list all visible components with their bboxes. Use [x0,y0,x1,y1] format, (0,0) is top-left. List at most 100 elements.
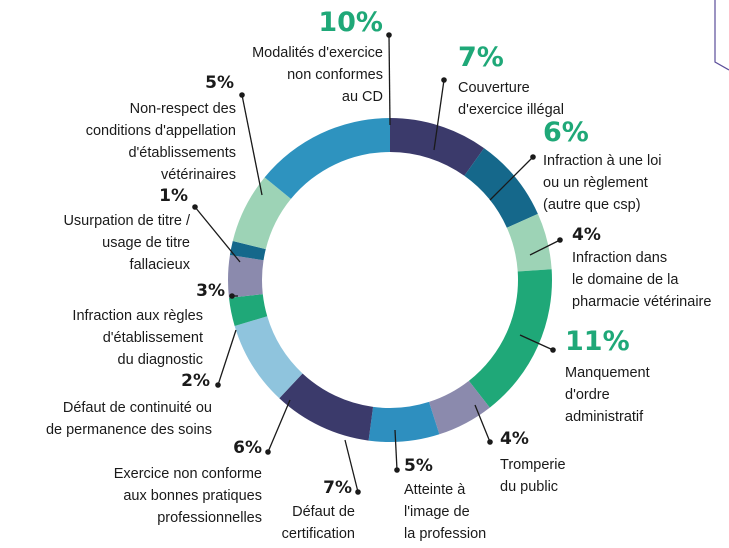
category-label: Usurpation de titre / usage de titre falla… [63,213,191,273]
leader-dot [229,293,235,299]
category-label: Non-respect des conditions d'appellation d… [86,101,236,183]
value-label: 5% [404,456,433,476]
value-label: 6% [233,438,262,458]
value-label: 6% [543,117,589,148]
category-label: Modalités d'exercice non conformes au CD [252,45,383,105]
label-line: pharmacie vétérinaire [572,294,711,310]
leader-dot [239,92,245,98]
value-label: 10% [318,7,383,38]
leader-line [388,34,391,126]
donut-segment [390,118,485,176]
label-line: le domaine de la [572,272,679,288]
donut-segment [368,401,440,442]
label-line: du diagnostic [118,352,203,368]
label-line: Couverture [458,80,530,96]
donut-segment [506,213,552,272]
leader-line [194,206,241,263]
value-label: 1% [159,186,188,206]
label-line: d'exercice illégal [458,102,564,118]
label-line: (autre que csp) [543,197,641,213]
leader-dot [550,347,556,353]
label-line: Atteinte à [404,482,466,498]
leader-dot [215,382,221,388]
label-line: de permanence des soins [46,422,212,438]
value-label: 3% [196,281,225,301]
label-line: aux bonnes pratiques [123,488,262,504]
label-line: non conformes [287,67,383,83]
label-line: d'établissements [128,145,236,161]
decoration [714,0,729,71]
donut-segment [228,294,268,326]
leader-dot [530,154,536,160]
leader-line [267,399,291,453]
value-label: 4% [572,225,601,245]
label-line: conditions d'appellation [86,123,236,139]
leader-dot [557,237,563,243]
leader-line [241,94,263,196]
label-line: Défaut de continuité ou [63,400,212,416]
category-label: Tromperie du public [500,457,566,495]
leader-dot [355,489,361,495]
label-line: certification [282,526,355,542]
donut-segment [234,316,303,399]
donut-segment [464,148,538,228]
label-line: Non-respect des [130,101,236,117]
category-label: Couverture d'exercice illégal [458,80,564,118]
donut-segment [429,380,490,435]
leader-line [529,239,561,256]
donut-segment [229,240,266,261]
category-label: Atteinte à l'image de la profession [404,482,486,542]
value-label: 5% [205,73,234,93]
label-line: d'établissement [103,330,203,346]
donut-segment [264,118,390,199]
label-line: Exercice non conforme [114,466,262,482]
value-label: 7% [323,478,352,498]
leader-line [519,334,554,351]
donut-segment [279,373,374,441]
leader-line [344,439,359,493]
label-line: vétérinaires [161,167,236,183]
leader-line [217,329,237,386]
value-label: 11% [565,326,630,357]
leader-dot [394,467,400,473]
leader-dot [386,32,392,38]
label-line: professionnelles [157,510,262,526]
leader-dot [265,449,271,455]
label-line: usage de titre [102,235,190,251]
donut-segment [232,177,291,250]
label-line: Tromperie [500,457,566,473]
category-label: Infraction dans le domaine de la pharmacie… [572,250,711,310]
leader-line [474,404,491,443]
category-label: Infraction à une loi ou un règlement (autr… [543,153,662,213]
leader-line [489,156,534,201]
leader-dot [192,204,198,210]
category-label: Exercice non conforme aux bonnes pratique… [114,466,262,526]
label-line: Infraction aux règles [72,308,203,324]
label-line: au CD [342,89,383,105]
leader-line [394,429,398,471]
label-line: d'ordre [565,387,610,403]
label-line: Infraction à une loi [543,153,662,169]
label-line: ou un règlement [543,175,648,191]
leader-dot [441,77,447,83]
label-line: la profession [404,526,486,542]
category-label: Manquement d'ordre administratif [565,365,650,425]
donut-segment [227,255,264,298]
category-label: Infraction aux règles d'établissement du d… [72,308,203,368]
label-line: l'image de [404,504,470,520]
label-line: administratif [565,409,644,425]
label-line: Modalités d'exercice [252,45,383,61]
label-line: Défaut de [292,504,355,520]
value-label: 2% [181,371,210,391]
category-label: Défaut de certification [282,504,355,542]
leader-dot [487,439,493,445]
leader-line [433,79,445,151]
label-line: Usurpation de titre / [63,213,191,229]
donut-segment [468,269,552,408]
value-label: 7% [458,42,504,73]
category-label: Défaut de continuité ou de permanence des… [46,400,212,438]
label-line: fallacieux [130,257,191,273]
label-line: Manquement [565,365,650,381]
value-label: 4% [500,429,529,449]
